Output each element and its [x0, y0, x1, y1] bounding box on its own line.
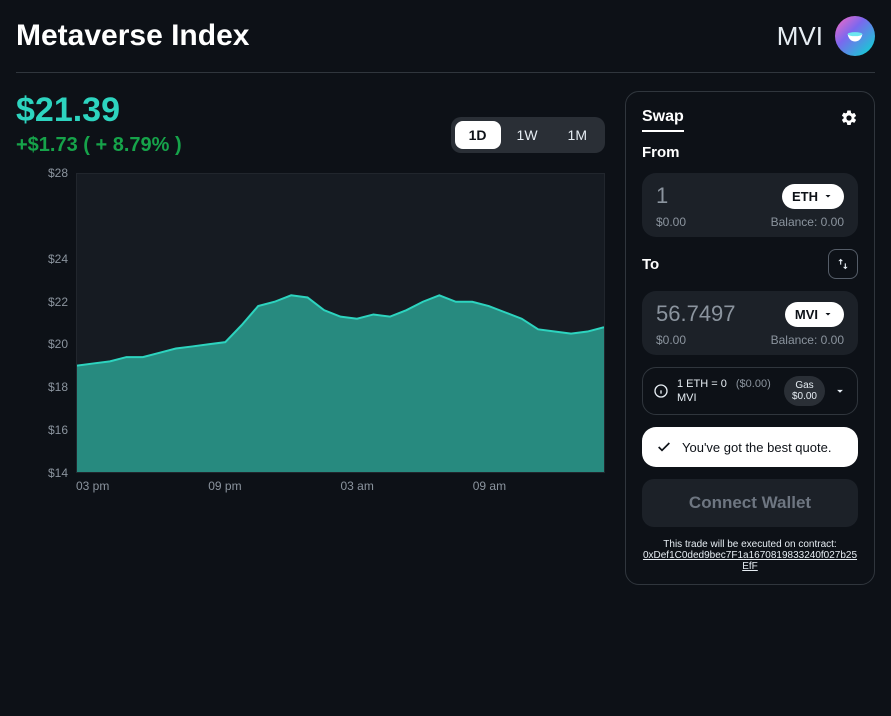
- info-icon: [653, 383, 669, 399]
- settings-button[interactable]: [840, 109, 858, 132]
- from-token-selector[interactable]: ETH: [782, 184, 844, 209]
- from-amount-input[interactable]: [656, 183, 756, 209]
- gas-pill: Gas $0.00: [784, 376, 825, 406]
- footer-text: This trade will be executed on contract:: [642, 539, 858, 550]
- to-token-symbol: MVI: [795, 307, 818, 322]
- area-chart-svg: [77, 174, 604, 472]
- y-axis-label: $16: [48, 423, 68, 437]
- from-token-symbol: ETH: [792, 189, 818, 204]
- quote-message: You've got the best quote.: [682, 440, 831, 455]
- contract-footer: This trade will be executed on contract:…: [642, 539, 858, 572]
- x-label: 09 pm: [208, 479, 340, 493]
- swap-direction-button[interactable]: [828, 249, 858, 279]
- y-axis-label: $22: [48, 295, 68, 309]
- check-icon: [656, 439, 672, 455]
- time-range-toggle: 1D 1W 1M: [451, 117, 605, 153]
- swap-vertical-icon: [836, 257, 850, 271]
- best-quote-notice: You've got the best quote.: [642, 427, 858, 467]
- swap-tab[interactable]: Swap: [642, 108, 684, 132]
- rate-paren: ($0.00): [736, 378, 771, 390]
- rate-line1: 1 ETH = 0: [677, 378, 727, 390]
- page-header: Metaverse Index MVI: [16, 16, 875, 73]
- y-axis-label: $18: [48, 380, 68, 394]
- chevron-down-icon: [822, 190, 834, 202]
- from-usd-value: $0.00: [656, 215, 686, 229]
- chevron-down-icon: [833, 384, 847, 398]
- rate-line2: MVI: [677, 392, 697, 404]
- to-balance: Balance: 0.00: [771, 333, 844, 347]
- gas-value: $0.00: [792, 391, 817, 402]
- rate-text: 1 ETH = 0 ($0.00) MVI: [677, 377, 776, 406]
- range-1d-button[interactable]: 1D: [455, 121, 501, 149]
- x-axis-labels: 03 pm 09 pm 03 am 09 am: [76, 479, 605, 493]
- page-title: Metaverse Index: [16, 19, 249, 53]
- ticker-symbol: MVI: [777, 21, 823, 52]
- x-label: 09 am: [473, 479, 605, 493]
- range-1w-button[interactable]: 1W: [503, 121, 552, 149]
- x-label: 03 pm: [76, 479, 208, 493]
- chart-panel: $21.39 +$1.73 ( + 8.79% ) 1D 1W 1M $28$2…: [16, 91, 605, 585]
- rate-info-box[interactable]: 1 ETH = 0 ($0.00) MVI Gas $0.00: [642, 367, 858, 415]
- swap-panel: Swap From ETH $0.00 Balance: 0.00: [625, 91, 875, 585]
- y-axis-label: $24: [48, 252, 68, 266]
- contract-address-link[interactable]: 0xDef1C0ded9bec7F1a1670819833240f027b25E…: [643, 550, 857, 572]
- to-token-box: MVI $0.00 Balance: 0.00: [642, 291, 858, 355]
- chart-container: $28$24$22$20$18$16$14 03 pm 09 pm 03 am …: [16, 173, 605, 493]
- chevron-down-icon: [822, 308, 834, 320]
- from-token-box: ETH $0.00 Balance: 0.00: [642, 173, 858, 237]
- token-logo: [835, 16, 875, 56]
- y-axis-label: $20: [48, 337, 68, 351]
- y-axis-label: $28: [48, 166, 68, 180]
- gas-label: Gas: [792, 380, 817, 391]
- bowl-icon: [844, 25, 866, 47]
- connect-wallet-button[interactable]: Connect Wallet: [642, 479, 858, 527]
- to-amount-input[interactable]: [656, 301, 756, 327]
- chart-area: [76, 173, 605, 473]
- x-label: 03 am: [341, 479, 473, 493]
- y-axis-label: $14: [48, 466, 68, 480]
- to-label: To: [642, 256, 659, 273]
- gear-icon: [840, 109, 858, 127]
- from-label: From: [642, 144, 858, 161]
- to-token-selector[interactable]: MVI: [785, 302, 844, 327]
- from-balance: Balance: 0.00: [771, 215, 844, 229]
- range-1m-button[interactable]: 1M: [554, 121, 601, 149]
- to-usd-value: $0.00: [656, 333, 686, 347]
- header-right: MVI: [777, 16, 875, 56]
- y-axis-labels: $28$24$22$20$18$16$14: [16, 173, 76, 473]
